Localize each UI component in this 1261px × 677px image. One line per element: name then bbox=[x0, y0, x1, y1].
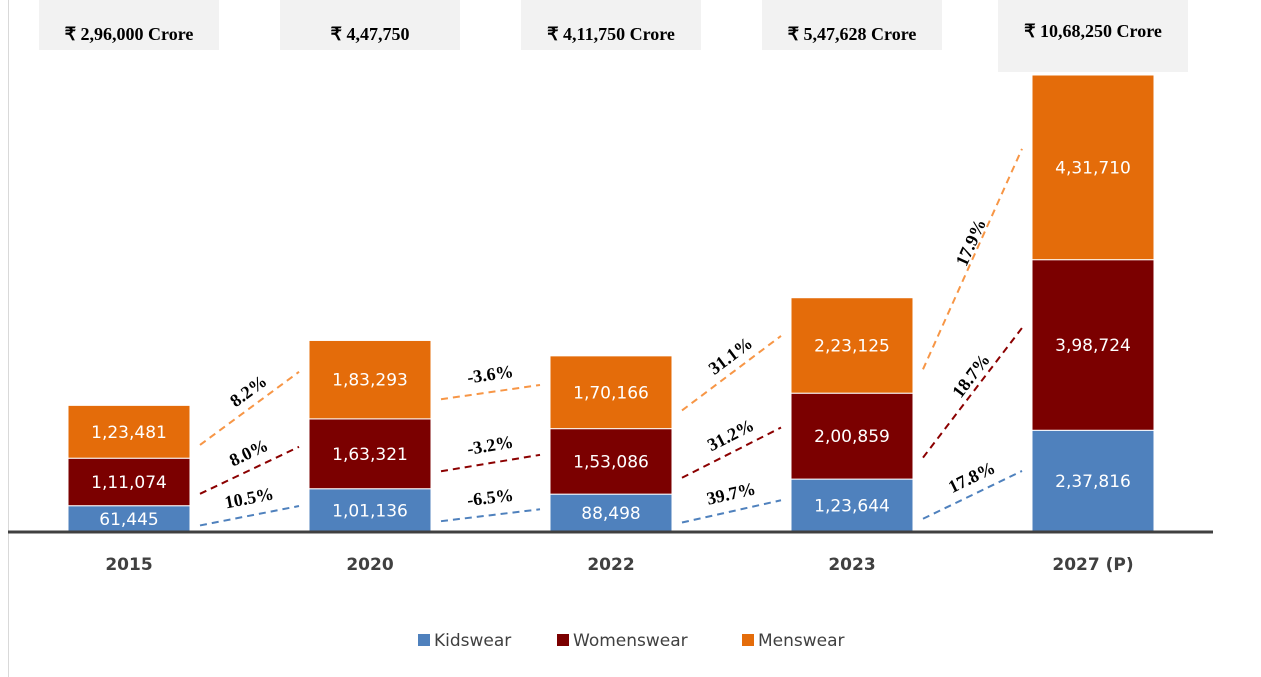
growth-line bbox=[199, 445, 300, 495]
bar-segment bbox=[308, 418, 432, 490]
bar-segment bbox=[790, 478, 914, 533]
bar-segment bbox=[549, 493, 673, 533]
value-label: 3,98,724 bbox=[1055, 336, 1131, 356]
category-label: 2022 bbox=[587, 555, 634, 575]
total-box bbox=[521, 0, 701, 50]
growth-line bbox=[440, 453, 541, 473]
total-box bbox=[998, 0, 1188, 72]
bar-segment bbox=[1031, 429, 1155, 533]
growth-label: -3.6% bbox=[466, 361, 515, 387]
growth-label: 17.8% bbox=[945, 457, 998, 497]
total-label: ₹ 2,96,000 Crore bbox=[65, 24, 194, 44]
bar-segment bbox=[67, 404, 191, 459]
total-box bbox=[39, 0, 219, 50]
category-label: 2023 bbox=[828, 555, 875, 575]
value-label: 1,23,644 bbox=[814, 497, 890, 517]
growth-label: 8.2% bbox=[226, 371, 270, 411]
total-label: ₹ 10,68,250 Crore bbox=[1024, 21, 1162, 41]
category-label: 2020 bbox=[346, 555, 393, 575]
growth-label: 39.7% bbox=[705, 478, 758, 508]
value-label: 2,00,859 bbox=[814, 427, 890, 447]
growth-label: 31.1% bbox=[705, 333, 757, 379]
growth-line bbox=[199, 371, 300, 446]
value-label: 2,37,816 bbox=[1055, 472, 1131, 492]
value-label: 1,11,074 bbox=[91, 473, 167, 493]
value-label: 4,31,710 bbox=[1055, 158, 1131, 178]
growth-line bbox=[922, 327, 1023, 459]
bar-segment bbox=[308, 339, 432, 420]
bar-segment bbox=[549, 428, 673, 495]
bar-segment bbox=[1031, 74, 1155, 261]
bar-segment bbox=[1031, 259, 1155, 431]
growth-line bbox=[681, 426, 782, 479]
value-label: 1,23,481 bbox=[91, 423, 167, 443]
bar-segment bbox=[549, 355, 673, 430]
total-label: ₹ 4,11,750 Crore bbox=[547, 24, 675, 44]
legend-swatch bbox=[418, 634, 430, 646]
value-label: 1,83,293 bbox=[332, 371, 408, 391]
growth-line bbox=[440, 508, 541, 523]
legend-label: Menswear bbox=[758, 631, 845, 651]
growth-line bbox=[922, 148, 1023, 370]
category-label: 2015 bbox=[105, 555, 152, 575]
bar-segment bbox=[790, 297, 914, 394]
bar-segment bbox=[790, 392, 914, 480]
growth-label: 8.0% bbox=[226, 435, 271, 470]
legend-label: Womenswear bbox=[573, 631, 688, 651]
growth-label: -3.2% bbox=[466, 432, 515, 459]
legend-label: Kidswear bbox=[434, 631, 511, 651]
category-label: 2027 (P) bbox=[1052, 555, 1133, 575]
total-box bbox=[280, 0, 460, 50]
bar-segment bbox=[308, 488, 432, 533]
growth-label: 18.7% bbox=[948, 350, 994, 401]
total-label: ₹ 5,47,628 Crore bbox=[788, 24, 917, 44]
growth-line bbox=[681, 335, 782, 412]
growth-line bbox=[922, 470, 1023, 520]
value-label: 2,23,125 bbox=[814, 336, 890, 356]
total-box bbox=[762, 0, 942, 50]
value-label: 61,445 bbox=[99, 510, 158, 530]
growth-line bbox=[440, 383, 541, 401]
value-label: 1,70,166 bbox=[573, 383, 649, 403]
growth-label: -6.5% bbox=[466, 485, 515, 510]
value-label: 1,53,086 bbox=[573, 452, 649, 472]
legend-swatch bbox=[742, 634, 754, 646]
growth-label: 17.9% bbox=[952, 216, 991, 269]
value-label: 1,01,136 bbox=[332, 501, 408, 521]
growth-label: 10.5% bbox=[223, 483, 275, 512]
total-label: ₹ 4,47,750 bbox=[331, 24, 410, 44]
growth-line bbox=[199, 505, 300, 527]
growth-line bbox=[681, 499, 782, 524]
legend-swatch bbox=[557, 634, 569, 646]
value-label: 1,63,321 bbox=[332, 445, 408, 465]
bar-segment bbox=[67, 457, 191, 507]
value-label: 88,498 bbox=[581, 504, 640, 524]
growth-label: 31.2% bbox=[704, 415, 757, 455]
